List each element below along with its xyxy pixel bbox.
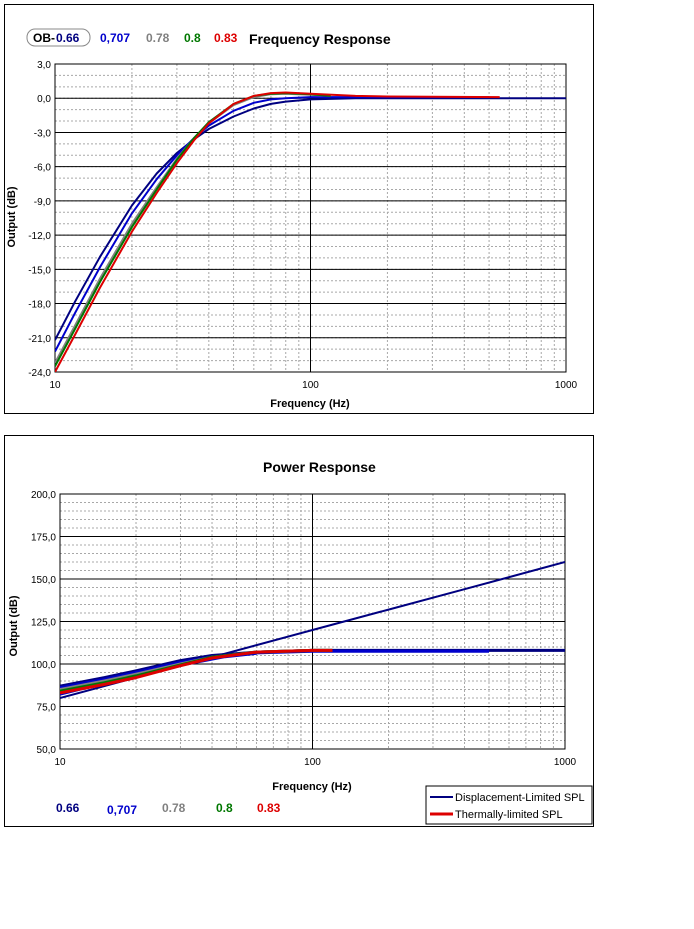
- legend-item-0-66: 0.66: [56, 31, 80, 45]
- y-tick-label: 0,0: [37, 94, 51, 105]
- series-line-4: [55, 91, 500, 372]
- legend: OB- 0.66 0,707 0.78 0.8 0.83: [26, 28, 238, 47]
- legend-item-0-83: 0.83: [214, 31, 238, 45]
- series-line-3: [60, 649, 489, 690]
- frequency-response-panel: 3,0 0,0 -3,0 -6,0 -9,0 -12,0 -15,0 -18,0 -21,0 -2…: [4, 4, 594, 414]
- legend-item-0-8: 0.8: [184, 31, 201, 45]
- chart-title: Frequency Response: [249, 31, 391, 47]
- y-tick-labels: 3,0 0,0 -3,0 -6,0 -9,0 -12,0 -15,0 -18,0 -21,0 -2…: [28, 60, 51, 379]
- power-response-panel: 200,0 175,0 150,0 125,0 100,0 75,0 50,0 10 100 1…: [4, 435, 594, 827]
- values-legend-0-78: 0.78: [162, 801, 186, 815]
- x-tick-labels: 10 100 1000: [54, 757, 576, 768]
- series-line-0: [55, 97, 566, 341]
- x-tick-label: 1000: [554, 757, 577, 768]
- x-tick-label: 10: [49, 380, 61, 391]
- y-tick-label: -9,0: [34, 197, 52, 208]
- frequency-response-chart: 3,0 0,0 -3,0 -6,0 -9,0 -12,0 -15,0 -18,0 -21,0 -2…: [6, 28, 578, 410]
- x-tick-labels: 10 100 1000: [49, 380, 577, 391]
- x-tick-label: 10: [54, 757, 66, 768]
- y-tick-label: 150,0: [31, 575, 56, 586]
- legend-item-0-78: 0.78: [146, 31, 170, 45]
- y-tick-label: 3,0: [37, 60, 51, 71]
- series-line-3: [55, 92, 331, 367]
- x-axis-label: Frequency (Hz): [270, 398, 350, 410]
- values-legend-0-83: 0.83: [257, 801, 281, 815]
- legend-box: [425, 785, 593, 825]
- series-line-1: [55, 96, 490, 352]
- y-tick-label: -3,0: [34, 128, 52, 139]
- x-tick-label: 1000: [555, 380, 578, 391]
- y-tick-label: 50,0: [37, 745, 57, 756]
- y-tick-label: -6,0: [34, 163, 52, 174]
- values-legend-0-8: 0.8: [216, 801, 233, 815]
- grid: [54, 63, 567, 373]
- y-tick-labels: 200,0 175,0 150,0 125,0 100,0 75,0 50,0: [31, 490, 56, 756]
- grid: [59, 493, 566, 750]
- y-tick-label: -18,0: [28, 300, 51, 311]
- legend-label-thermal: Thermally-limited SPL: [455, 809, 563, 821]
- y-tick-label: -15,0: [28, 265, 51, 276]
- series-lines: [60, 561, 565, 699]
- values-legend-0-66: 0.66: [56, 801, 80, 815]
- y-tick-label: -21,0: [28, 334, 51, 345]
- series-line-6: [60, 648, 333, 695]
- y-tick-label: 100,0: [31, 660, 56, 671]
- y-tick-label: 175,0: [31, 533, 56, 544]
- x-tick-label: 100: [302, 380, 319, 391]
- x-tick-label: 100: [304, 757, 321, 768]
- legend-box: [26, 28, 91, 47]
- y-axis-label: Output (dB): [6, 186, 18, 247]
- x-axis-label: Frequency (Hz): [272, 781, 352, 793]
- y-tick-label: 75,0: [37, 703, 57, 714]
- legend-label-displacement: Displacement-Limited SPL: [455, 792, 585, 804]
- series-lines: [55, 91, 566, 372]
- values-legend: 0.66 0,707 0.78 0.8 0.83: [56, 801, 281, 817]
- y-tick-label: 125,0: [31, 618, 56, 629]
- plot-area: [59, 493, 566, 750]
- legend-prefix: OB-: [33, 31, 55, 45]
- legend-item-0-707: 0,707: [100, 31, 130, 45]
- y-tick-label: -12,0: [28, 231, 51, 242]
- y-tick-label: -24,0: [28, 368, 51, 379]
- values-legend-0-707: 0,707: [107, 803, 137, 817]
- y-tick-label: 200,0: [31, 490, 56, 501]
- series-line-2: [55, 92, 331, 364]
- legend: Displacement-Limited SPL Thermally-limit…: [425, 785, 593, 825]
- plot-area: [54, 63, 567, 373]
- chart-title: Power Response: [263, 459, 376, 475]
- y-axis-label: Output (dB): [8, 595, 20, 656]
